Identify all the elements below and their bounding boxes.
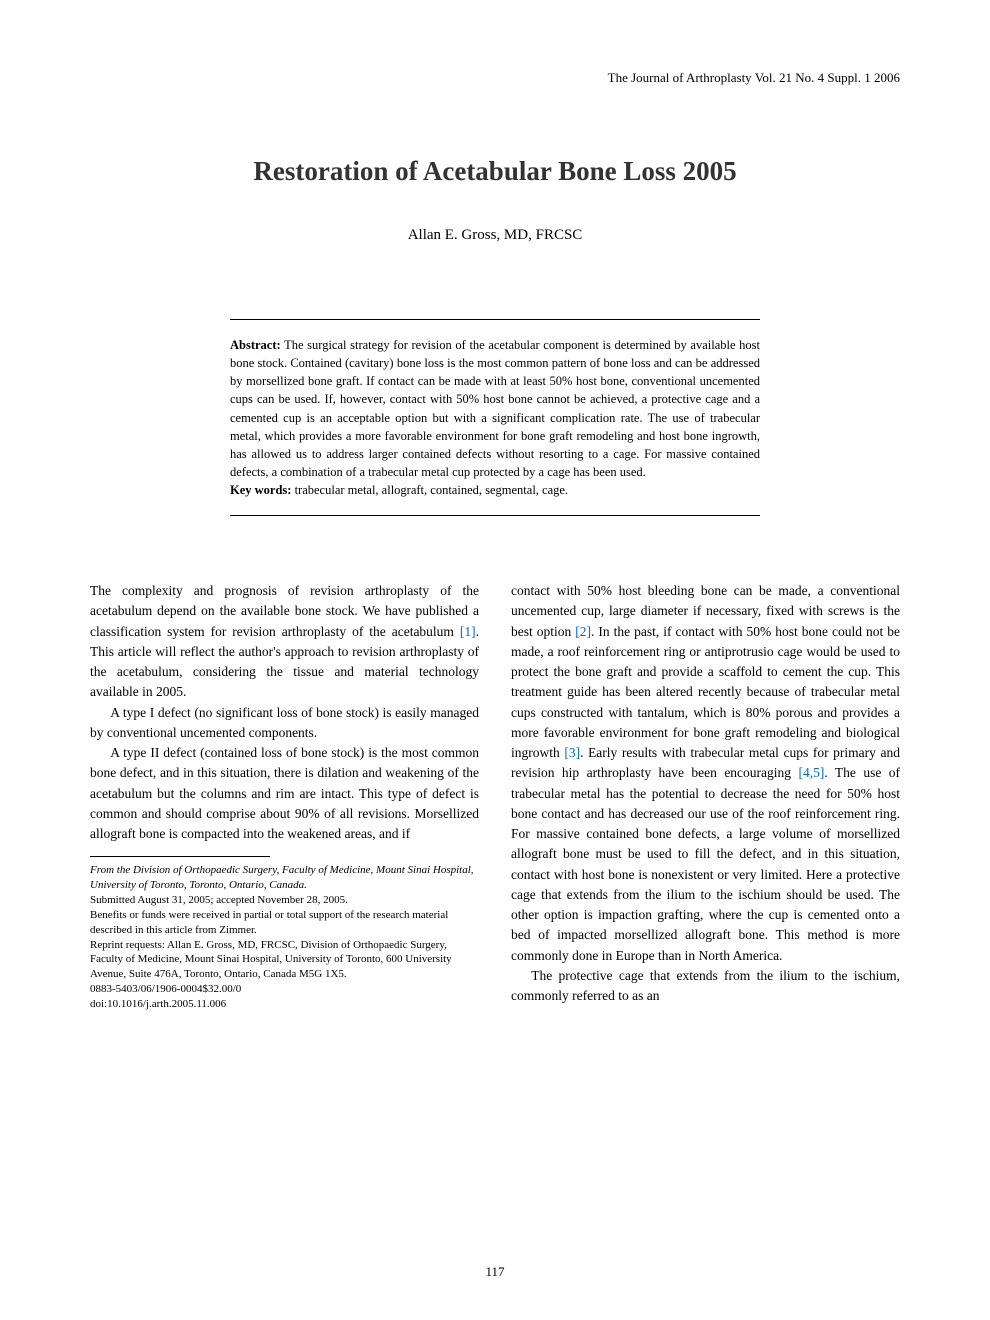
body-paragraph-1: The complexity and prognosis of revision… <box>90 581 479 703</box>
body-columns: The complexity and prognosis of revision… <box>90 581 900 1012</box>
footnote-doi: doi:10.1016/j.arth.2005.11.006 <box>90 997 479 1012</box>
footnote-affiliation: From the Division of Orthopaedic Surgery… <box>90 863 479 893</box>
right-column: contact with 50% host bleeding bone can … <box>511 581 900 1012</box>
footnote-funding: Benefits or funds were received in parti… <box>90 908 479 938</box>
body-paragraph-3: A type II defect (contained loss of bone… <box>90 743 479 844</box>
keywords-text: trabecular metal, allograft, contained, … <box>291 483 568 497</box>
reference-link-2[interactable]: [2] <box>575 624 591 639</box>
para4-mid: . In the past, if contact with 50% host … <box>511 624 900 761</box>
abstract-label: Abstract: <box>230 338 281 352</box>
left-column: The complexity and prognosis of revision… <box>90 581 479 1012</box>
keywords-paragraph: Key words: trabecular metal, allograft, … <box>230 481 760 499</box>
body-paragraph-2: A type I defect (no significant loss of … <box>90 703 479 744</box>
reference-link-4-5[interactable]: [4,5] <box>798 765 824 780</box>
keywords-label: Key words: <box>230 483 291 497</box>
para1-text: The complexity and prognosis of revision… <box>90 583 479 639</box>
abstract-text: The surgical strategy for revision of th… <box>230 338 760 479</box>
abstract-box: Abstract: The surgical strategy for revi… <box>230 319 760 516</box>
footnote-dates: Submitted August 31, 2005; accepted Nove… <box>90 893 479 908</box>
footnote-code: 0883-5403/06/1906-0004$32.00/0 <box>90 982 479 997</box>
reference-link-1[interactable]: [1] <box>460 624 476 639</box>
article-title: Restoration of Acetabular Bone Loss 2005 <box>90 156 900 187</box>
footnote-divider <box>90 856 270 857</box>
footnote-reprint: Reprint requests: Allan E. Gross, MD, FR… <box>90 938 479 983</box>
page-number: 117 <box>485 1264 504 1280</box>
body-paragraph-4: contact with 50% host bleeding bone can … <box>511 581 900 966</box>
abstract-paragraph: Abstract: The surgical strategy for revi… <box>230 336 760 481</box>
journal-header: The Journal of Arthroplasty Vol. 21 No. … <box>90 70 900 86</box>
para4-end: . The use of trabecular metal has the po… <box>511 765 900 962</box>
reference-link-3[interactable]: [3] <box>564 745 580 760</box>
author-line: Allan E. Gross, MD, FRCSC <box>90 227 900 244</box>
body-paragraph-5: The protective cage that extends from th… <box>511 966 900 1007</box>
